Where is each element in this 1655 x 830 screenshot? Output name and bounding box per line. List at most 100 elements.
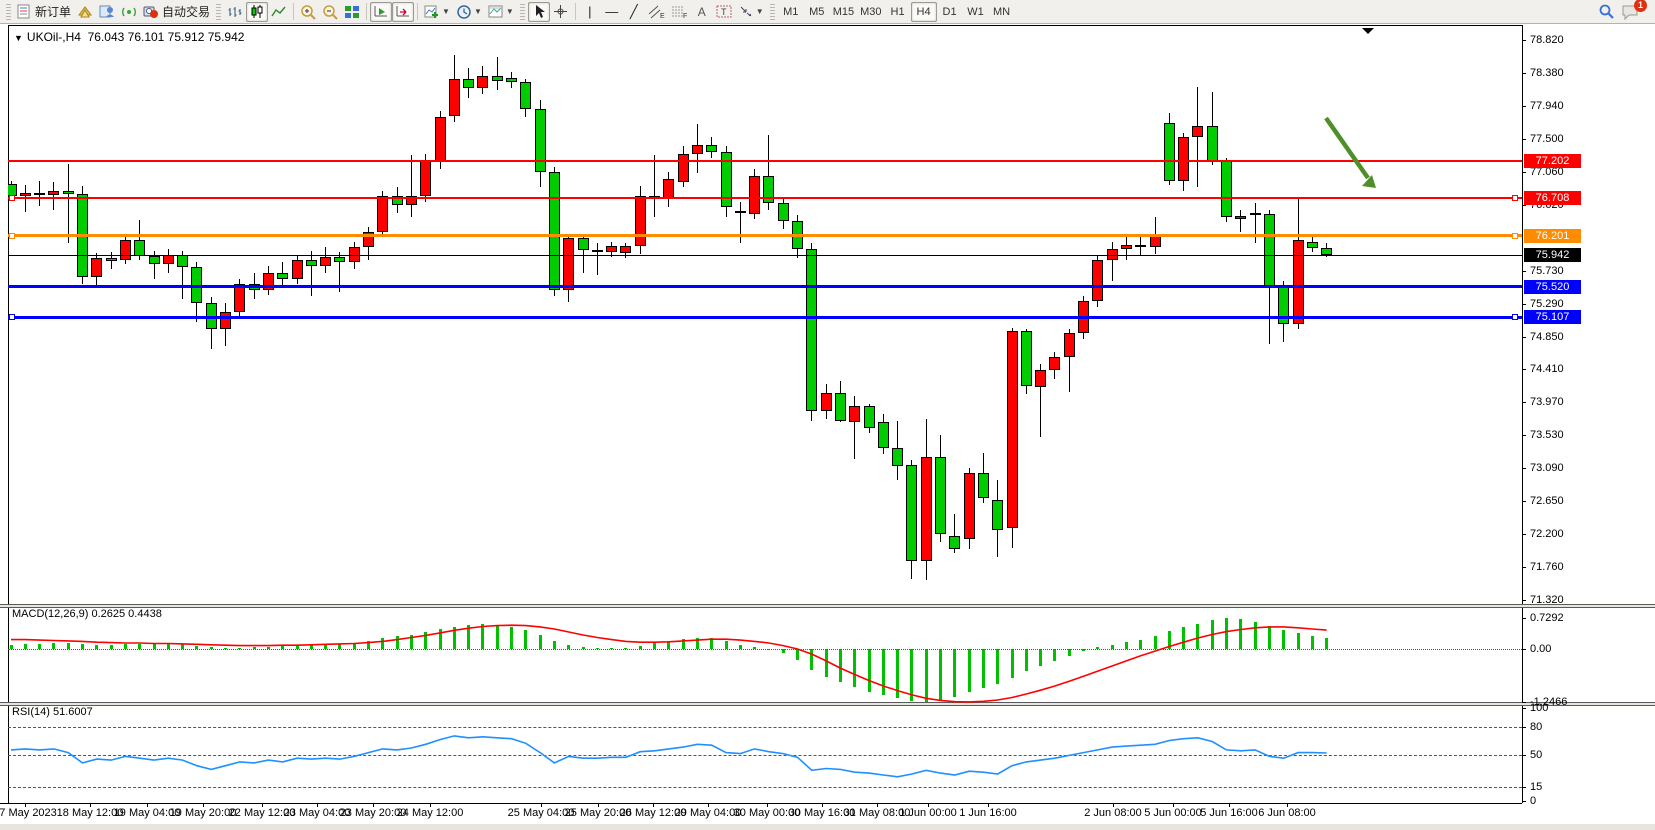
toolbar-grip[interactable] (216, 3, 222, 20)
candle (405, 195, 417, 205)
templates-button[interactable]: ▼ (485, 2, 517, 22)
hline-76.708[interactable] (8, 197, 1522, 199)
auto-scroll-button[interactable] (370, 1, 393, 22)
candle (577, 238, 589, 250)
candle (620, 246, 632, 253)
line-handle[interactable] (1512, 314, 1518, 321)
axis-tick-mark (1522, 754, 1526, 756)
crosshair-icon (554, 5, 568, 18)
candle (806, 248, 818, 412)
notifications-button[interactable]: 1 (1618, 0, 1647, 22)
timeframe-w1[interactable]: W1 (967, 5, 984, 18)
macd-bar (796, 649, 799, 660)
rsi-axis-label: 15 (1530, 781, 1543, 793)
macd-bar (1196, 623, 1200, 649)
candlestick-chart-button[interactable] (246, 1, 269, 22)
new-order-button[interactable]: 新订单 (14, 2, 74, 22)
line-chart-button[interactable] (268, 2, 290, 22)
data-window-button[interactable] (96, 2, 118, 22)
vertical-line-button[interactable]: | (579, 2, 601, 22)
periods-button[interactable]: ▼ (453, 2, 485, 22)
timeframe-m1[interactable]: M1 (783, 5, 799, 18)
time-tick-mark (25, 803, 26, 807)
line-handle[interactable] (1512, 195, 1518, 201)
timeframe-mn[interactable]: MN (992, 5, 1011, 18)
candlestick-chart-icon (251, 5, 263, 18)
macd-bar (1325, 637, 1329, 649)
axis-tick-mark (1522, 138, 1526, 140)
price-axis-label: 74.410 (1530, 363, 1564, 376)
macd-histogram[interactable] (8, 609, 1522, 702)
chart-left-border (8, 25, 9, 803)
line-handle[interactable] (9, 232, 15, 239)
macd-axis-label: -1.2466 (1530, 696, 1568, 708)
time-axis-label: 31 May 08:00 (843, 807, 911, 819)
macd-bar (681, 639, 685, 649)
timeframe-m5[interactable]: M5 (809, 5, 825, 18)
hline-77.202[interactable] (8, 160, 1522, 163)
hline-75.52[interactable] (8, 285, 1522, 289)
indicators-button[interactable]: ▼ (421, 2, 453, 22)
candle-wick (153, 250, 155, 280)
hline-75.942[interactable] (8, 254, 1522, 256)
candle-wick (1111, 241, 1113, 281)
macd-values: 0.2625 0.4438 (91, 608, 162, 620)
market-watch-button[interactable] (74, 2, 96, 22)
auto-trading-button[interactable]: 自动交易 (140, 2, 213, 22)
chevron-down-icon: ▼ (473, 7, 482, 16)
time-axis-label: 23 May 04:00 (283, 807, 351, 819)
candle (506, 77, 517, 83)
chart-title: ▼ UKOil-,H4 76.043 76.101 75.912 75.942 (14, 30, 244, 44)
crosshair-button[interactable] (550, 2, 572, 22)
line-handle[interactable] (9, 314, 15, 321)
candle (291, 259, 303, 280)
signal-button[interactable] (118, 2, 140, 22)
axis-tick-mark (1522, 40, 1526, 42)
fibonacci-button[interactable]: F (668, 2, 691, 22)
hline-75.107[interactable] (8, 315, 1522, 319)
toolbar-grip[interactable] (769, 3, 775, 20)
time-axis-label: 5 Jun 00:00 (1144, 807, 1202, 819)
timeframe-h1[interactable]: H1 (890, 5, 905, 18)
toolbar-grip[interactable] (6, 3, 11, 20)
time-axis-label: 30 May 00:00 (733, 807, 801, 819)
time-tick-mark (147, 803, 148, 807)
rsi-value: 51.6007 (52, 706, 93, 718)
timeframe-d1[interactable]: D1 (942, 5, 957, 18)
timeframe-m15[interactable]: M15 (832, 5, 855, 18)
trendline-button[interactable]: ╱ (623, 2, 645, 22)
search-button[interactable] (1595, 2, 1618, 22)
macd-bar (867, 649, 871, 692)
text-label-button[interactable]: T (713, 2, 735, 22)
zoom-in-button[interactable] (297, 2, 319, 22)
horizontal-line-button[interactable]: — (601, 2, 623, 22)
axis-tick-mark (1522, 467, 1526, 469)
text-button[interactable]: A (691, 2, 713, 22)
axis-tick-mark (1522, 435, 1526, 437)
macd-panel-separator[interactable] (0, 604, 1655, 608)
candle (1006, 330, 1018, 529)
candle (105, 257, 117, 261)
line-handle[interactable] (9, 195, 15, 201)
time-tick-mark (767, 803, 768, 807)
candle (62, 191, 74, 195)
time-axis-label: 30 May 16:00 (788, 807, 856, 819)
tile-windows-button[interactable] (341, 2, 363, 22)
toolbar-grip[interactable] (519, 3, 525, 20)
hline-76.201[interactable] (8, 234, 1522, 238)
time-axis-label: 24 May 12:00 (396, 807, 464, 819)
bar-chart-button[interactable] (224, 2, 246, 22)
timeframe-h4[interactable]: H4 (910, 1, 937, 22)
arrows-button[interactable]: ▼ (735, 2, 767, 22)
cursor-button[interactable] (527, 1, 550, 22)
candle (606, 246, 618, 253)
zoom-out-button[interactable] (319, 2, 341, 22)
timeframe-m30[interactable]: M30 (860, 5, 882, 18)
channel-button[interactable]: E (645, 2, 668, 22)
rsi-panel-separator[interactable] (0, 702, 1655, 706)
candle-wick (739, 201, 741, 244)
line-handle[interactable] (1512, 232, 1518, 239)
chart-shift-button[interactable] (392, 1, 415, 22)
candle (591, 250, 603, 253)
candle (91, 257, 103, 277)
